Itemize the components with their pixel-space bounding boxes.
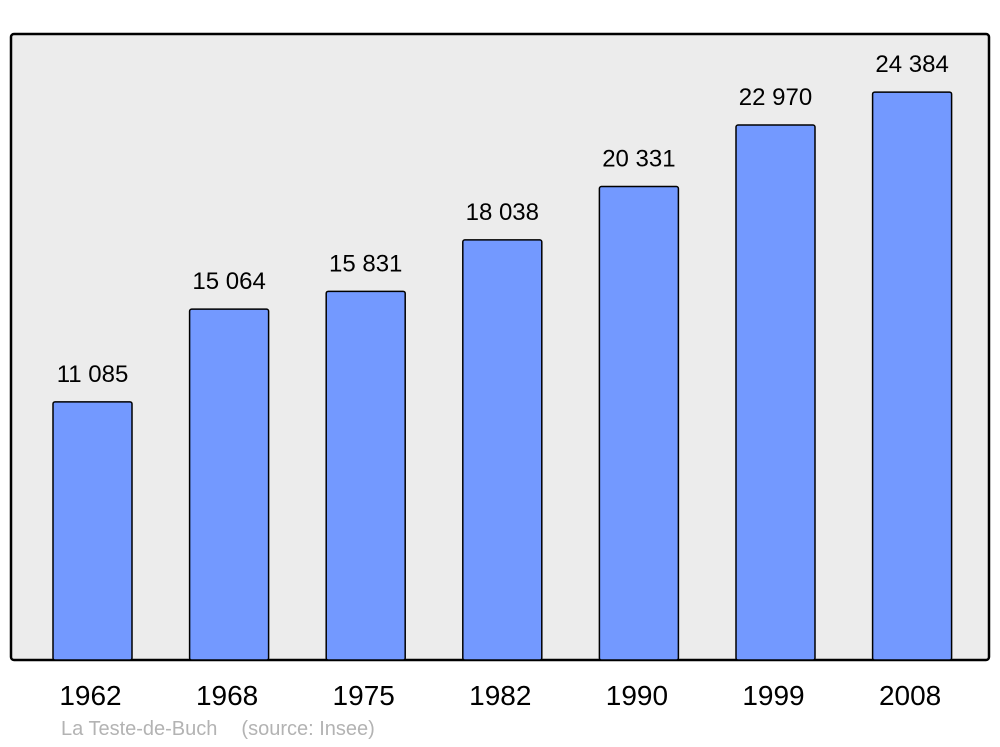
x-tick-label-2008: 2008 [879,680,941,711]
data-label-1999: 22 970 [739,84,812,111]
footer: La Teste-de-Buch (source: Insee) [61,718,399,741]
data-label-2008: 24 384 [875,51,948,78]
footer-source: (source: Insee) [241,718,375,740]
x-tick-label-1982: 1982 [469,680,531,711]
footer-place: La Teste-de-Buch [61,718,218,740]
bar-1999 [735,124,816,661]
x-tick-label-1968: 1968 [196,680,258,711]
data-label-1975: 15 831 [329,250,402,277]
x-tick-label-1990: 1990 [606,680,668,711]
x-tick-label-1962: 1962 [59,680,121,711]
bar-1962 [52,401,133,661]
bar-1990 [598,185,680,661]
bar-1975 [325,290,406,661]
data-label-1962: 11 085 [57,361,129,388]
bar-1982 [462,239,543,661]
x-tick-label-1975: 1975 [333,680,395,711]
bar-2008 [871,91,953,661]
data-label-1990: 20 331 [602,146,675,173]
x-tick-label-1999: 1999 [742,680,804,711]
data-label-1982: 18 038 [466,199,539,226]
data-label-1968: 15 064 [192,268,265,295]
bar-1968 [188,308,270,661]
